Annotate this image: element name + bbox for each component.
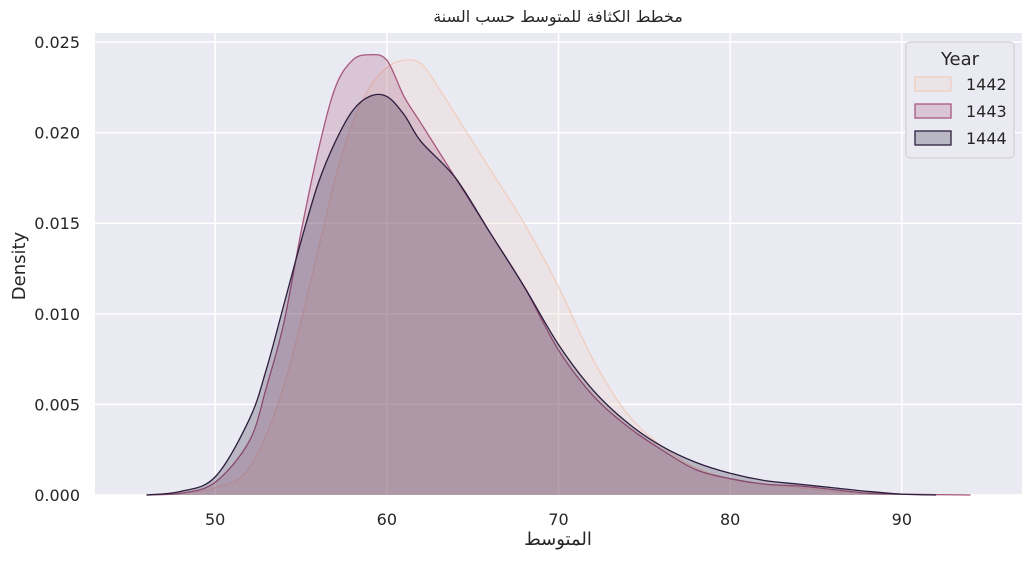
- density-line-1444: [146, 93, 937, 496]
- legend: Year 1442 1443 1444: [905, 41, 1015, 159]
- legend-label-1444: 1444: [966, 129, 1007, 148]
- x-tick-labels: 50 60 70 80 90: [205, 510, 912, 529]
- y-tick-labels: 0.000 0.005 0.010 0.015 0.020 0.025: [34, 33, 80, 505]
- legend-label-1442: 1442: [966, 75, 1007, 94]
- y-tick-label: 0.020: [34, 124, 80, 143]
- density-area-1443: [146, 54, 971, 496]
- x-axis-label: المتوسط: [524, 529, 592, 550]
- legend-swatch-1442: [914, 76, 952, 92]
- legend-swatch-1444: [914, 130, 952, 146]
- y-tick-label: 0.000: [34, 486, 80, 505]
- legend-box: [905, 41, 1015, 159]
- x-tick-label: 80: [720, 510, 740, 529]
- x-tick-label: 60: [377, 510, 397, 529]
- y-tick-label: 0.005: [34, 395, 80, 414]
- x-tick-label: 90: [892, 510, 912, 529]
- y-axis-label: Density: [9, 231, 30, 300]
- x-tick-label: 50: [205, 510, 225, 529]
- x-tick-label: 70: [548, 510, 568, 529]
- y-tick-label: 0.025: [34, 33, 80, 52]
- y-tick-label: 0.010: [34, 305, 80, 324]
- chart-title: مخطط الكثافة للمتوسط حسب السنة: [433, 7, 683, 27]
- legend-swatch-1443: [914, 103, 952, 119]
- grid-lines: [95, 33, 1022, 496]
- y-tick-label: 0.015: [34, 214, 80, 233]
- legend-label-1443: 1443: [966, 102, 1007, 121]
- density-area-1444: [146, 94, 937, 495]
- legend-title: Year: [940, 49, 980, 70]
- density-areas: [146, 53, 971, 496]
- density-area-1442: [146, 59, 971, 495]
- density-line-1442: [146, 59, 971, 496]
